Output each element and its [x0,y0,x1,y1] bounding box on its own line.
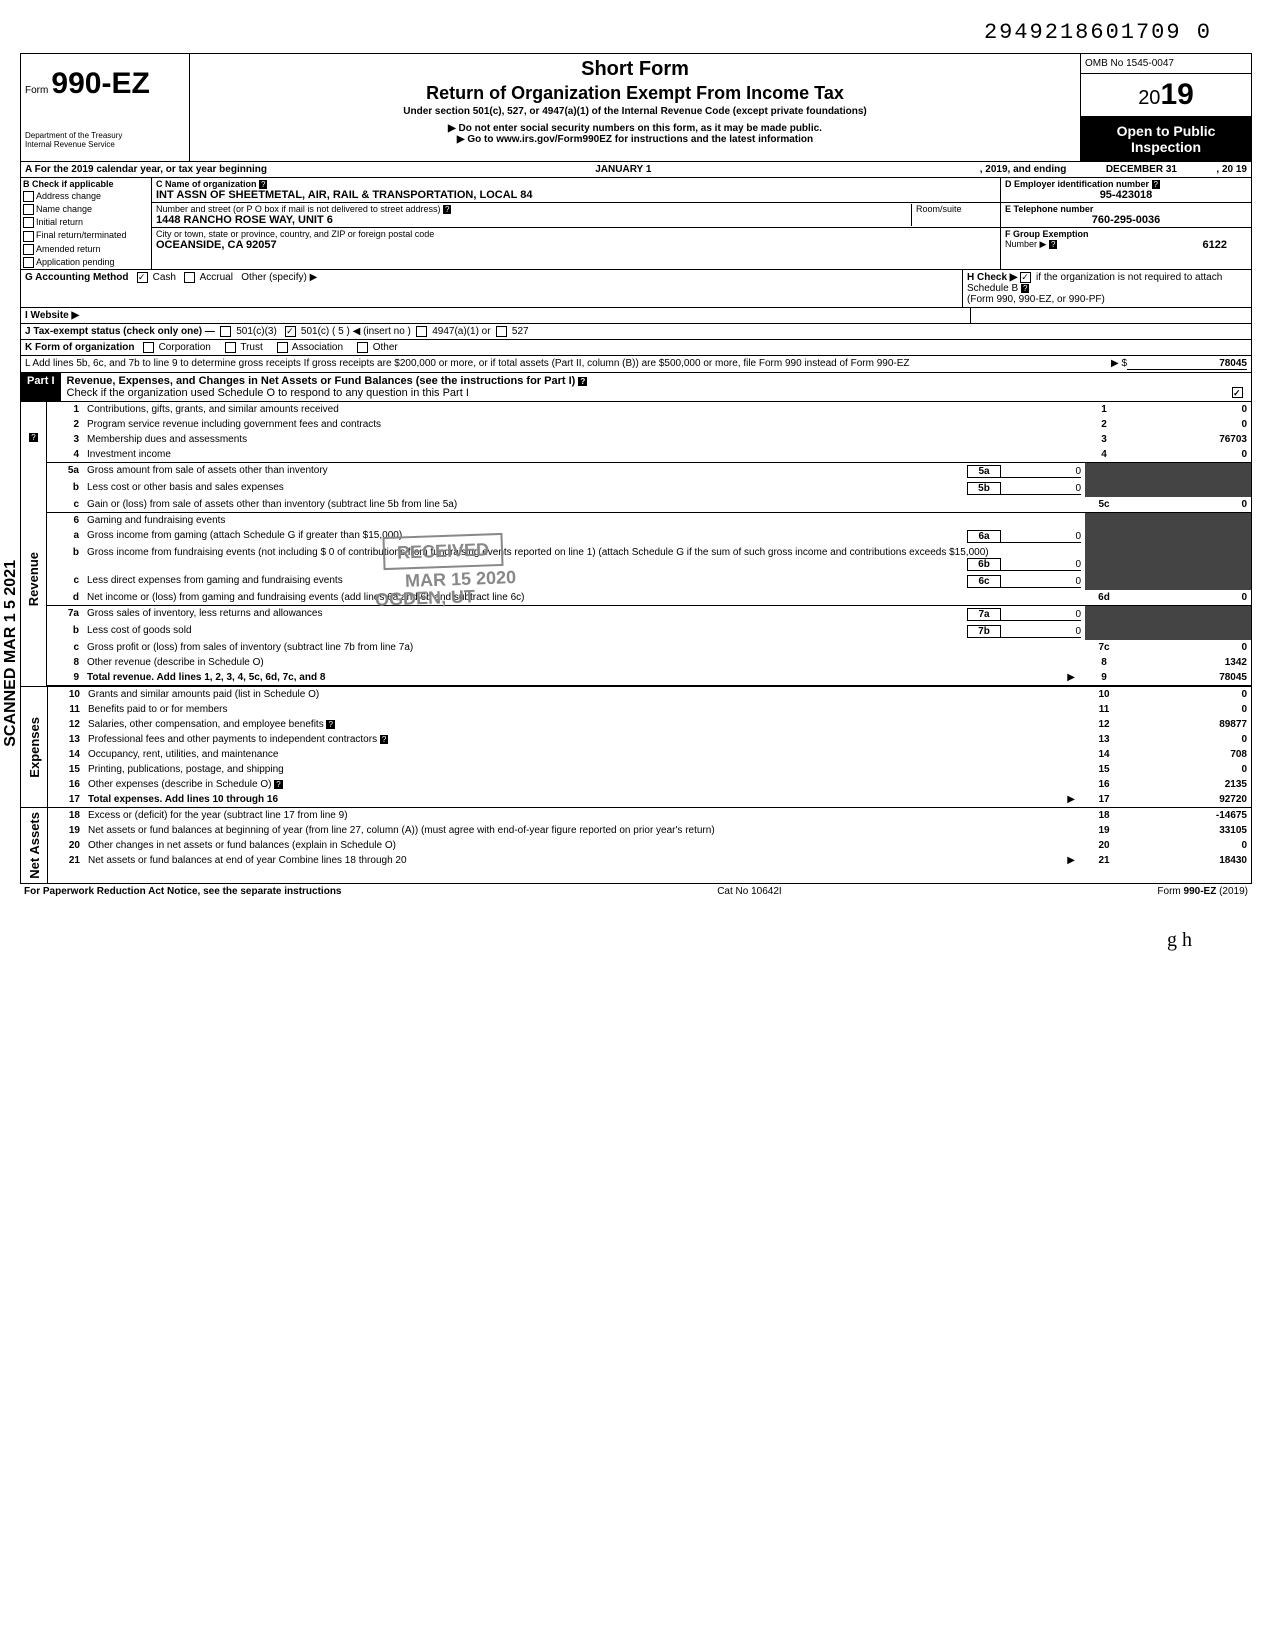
revenue-table: 1Contributions, gifts, grants, and simil… [47,402,1251,686]
chk-application-pending[interactable]: Application pending [21,256,151,269]
chk-other-org[interactable] [357,342,368,353]
row-g: G Accounting Method Cash Accrual Other (… [21,270,962,307]
subtitle: Under section 501(c), 527, or 4947(a)(1)… [198,106,1072,117]
chk-accrual[interactable] [184,272,195,283]
help-icon[interactable]: ? [326,720,334,729]
addr-label: Number and street (or P O box if mail is… [156,204,440,214]
row-i-website: I Website ▶ [21,308,970,323]
expenses-section: Expenses 10Grants and similar amounts pa… [21,686,1251,807]
chk-527[interactable] [496,326,507,337]
row-k: K Form of organization Corporation Trust… [21,340,1251,356]
f-num-label: Number ▶ [1005,239,1046,249]
form-ref: Form 990-EZ (2019) [1157,886,1248,897]
row-l: L Add lines 5b, 6c, and 7b to line 9 to … [21,356,1251,373]
form-number: 990-EZ [51,67,149,100]
org-name: INT ASSN OF SHEETMETAL, AIR, RAIL & TRAN… [156,189,532,201]
paperwork-notice: For Paperwork Reduction Act Notice, see … [24,886,342,897]
chk-cash[interactable] [137,272,148,283]
city-state-zip: OCEANSIDE, CA 92057 [156,239,277,251]
b-label: B Check if applicable [21,178,151,190]
open-to-public: Open to Public Inspection [1081,117,1251,161]
help-icon[interactable]: ? [259,180,267,189]
room-label: Room/suite [916,204,962,214]
header-control-number: 2949218601709 0 [20,20,1252,45]
chk-trust[interactable] [225,342,236,353]
omb-number: OMB No 1545-0047 [1081,54,1251,74]
chk-initial-return[interactable]: Initial return [21,216,151,229]
chk-4947[interactable] [416,326,427,337]
part1-sub: Check if the organization used Schedule … [67,387,469,399]
chk-association[interactable] [277,342,288,353]
help-icon[interactable]: ? [443,205,451,214]
row-a-begin: JANUARY 1 [267,164,980,175]
form-title-block: Short Form Return of Organization Exempt… [190,54,1080,161]
page-footer: For Paperwork Reduction Act Notice, see … [20,884,1252,899]
expenses-label: Expenses [25,713,44,782]
help-icon[interactable]: ? [29,433,37,442]
row-h: H Check ▶ if the organization is not req… [962,270,1251,307]
catalog-number: Cat No 10642I [717,886,782,897]
chk-schedule-o[interactable] [1232,387,1243,398]
note-ssn: ▶ Do not enter social security numbers o… [198,123,1072,134]
chk-final-return[interactable]: Final return/terminated [21,229,151,242]
group-exemption: 6122 [1203,239,1247,251]
note-url: ▶ Go to www.irs.gov/Form990EZ for instru… [198,134,1072,145]
d-label: D Employer identification number [1005,179,1149,189]
f-label: F Group Exemption [1005,229,1089,239]
part1-body: ? Revenue 1Contributions, gifts, grants,… [21,402,1251,686]
col-c: C Name of organization ? INT ASSN OF SHE… [152,178,1000,269]
help-icon[interactable]: ? [1152,180,1160,189]
chk-schedule-b[interactable] [1020,272,1031,283]
expenses-table: 10Grants and similar amounts paid (list … [48,687,1251,807]
help-icon[interactable]: ? [1021,284,1029,293]
part1-header: Part I Revenue, Expenses, and Changes in… [21,373,1251,402]
chk-501c[interactable] [285,326,296,337]
row-j: J Tax-exempt status (check only one) — 5… [21,324,1251,340]
row-a-end: DECEMBER 31 [1066,164,1216,175]
ein: 95-423018 [1005,189,1247,201]
chk-501c3[interactable] [220,326,231,337]
help-icon[interactable]: ? [578,377,587,386]
city-label: City or town, state or province, country… [156,229,434,239]
row-a-mid: , 2019, and ending [980,164,1067,175]
return-title: Return of Organization Exempt From Incom… [198,83,1072,104]
row-a-tax-year: A For the 2019 calendar year, or tax yea… [21,162,1251,178]
revenue-label: Revenue [24,548,43,610]
col-def: D Employer identification number ? 95-42… [1000,178,1251,269]
tax-year: 20201919 [1081,74,1251,117]
form-container: Form 990-EZ Department of the Treasury I… [20,53,1252,884]
row-a-tail: , 20 19 [1216,164,1247,175]
gross-receipts: 78045 [1127,358,1247,370]
chk-amended-return[interactable]: Amended return [21,243,151,256]
form-header: Form 990-EZ Department of the Treasury I… [21,54,1251,162]
chk-address-change[interactable]: Address change [21,190,151,203]
row-a-label: A For the 2019 calendar year, or tax yea… [25,164,267,175]
form-prefix: Form [25,85,48,96]
chk-corporation[interactable] [143,342,154,353]
short-form-label: Short Form [198,58,1072,81]
handwritten-initials: g h [20,929,1252,952]
help-icon[interactable]: ? [1049,240,1057,249]
scanned-stamp: SCANNED MAR 1 5 2021 [2,560,20,747]
c-label: C Name of organization [156,179,257,189]
net-assets-section: Net Assets 18Excess or (deficit) for the… [21,807,1251,883]
col-b-checks: B Check if applicable Address change Nam… [21,178,152,269]
street-address: 1448 RANCHO ROSE WAY, UNIT 6 [156,214,333,226]
form-id-block: Form 990-EZ Department of the Treasury I… [21,54,190,161]
part1-title: Revenue, Expenses, and Changes in Net As… [67,375,576,387]
help-icon[interactable]: ? [380,735,388,744]
e-label: E Telephone number [1005,204,1093,214]
section-bcdef: B Check if applicable Address change Nam… [21,178,1251,270]
help-icon[interactable]: ? [274,780,282,789]
stamp-ogden: OGDEN, UT [363,582,488,615]
net-assets-table: 18Excess or (deficit) for the year (subt… [48,808,1251,868]
omb-block: OMB No 1545-0047 20201919 Open to Public… [1080,54,1251,161]
net-assets-label: Net Assets [25,808,44,883]
dept-treasury: Department of the Treasury Internal Reve… [25,131,185,149]
chk-name-change[interactable]: Name change [21,203,151,216]
part1-label: Part I [21,373,61,401]
telephone: 760-295-0036 [1005,214,1247,226]
